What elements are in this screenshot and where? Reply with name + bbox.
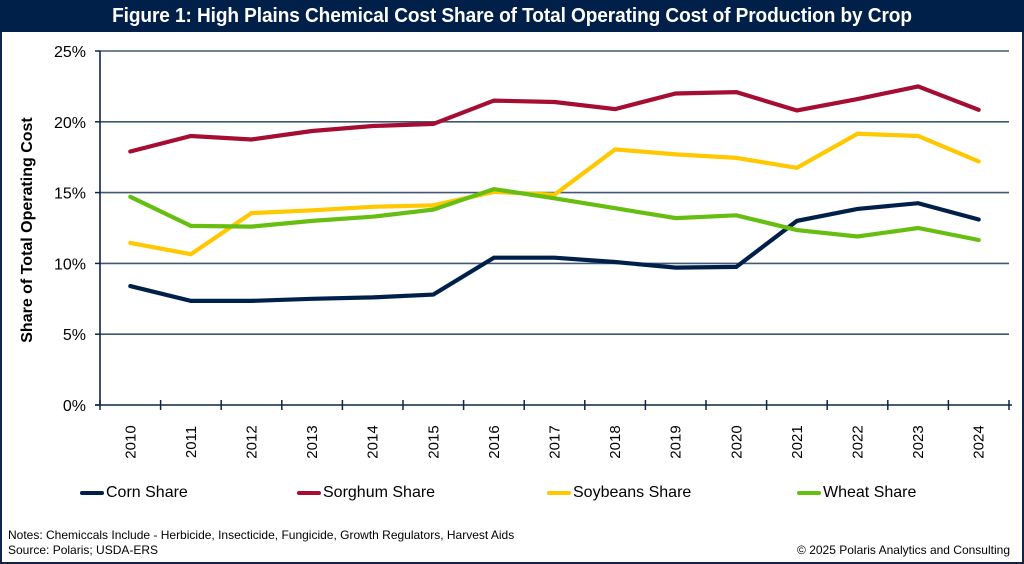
legend-label-wheat: Wheat Share (823, 484, 917, 501)
y-tick-label: 0% (63, 398, 86, 415)
chart-title: Figure 1: High Plains Chemical Cost Shar… (112, 4, 912, 27)
chart-notes: Notes: Chemiccals Include - Herbicide, I… (8, 528, 514, 558)
legend-swatch-soybeans (547, 491, 571, 495)
x-tick-label: 2020 (728, 425, 745, 458)
y-tick-label: 5% (63, 327, 86, 344)
legend-swatch-wheat (797, 491, 821, 495)
x-tick-labels: 2010 2011 2012 2013 2014 2015 2016 2017 2018 2019… (122, 425, 987, 458)
y-tick-label: 15% (54, 186, 86, 203)
x-tick-label: 2010 (122, 425, 139, 458)
legend-label-corn: Corn Share (106, 484, 188, 501)
y-tick-label: 10% (54, 256, 86, 273)
legend-item-sorghum: Sorghum Share (297, 484, 435, 502)
chart-title-bar: Figure 1: High Plains Chemical Cost Shar… (0, 0, 1024, 32)
x-tick-label: 2014 (365, 425, 382, 458)
x-tick-label: 2019 (668, 425, 685, 458)
x-tick-label: 2022 (850, 425, 867, 458)
notes-line: Notes: Chemiccals Include - Herbicide, I… (8, 528, 515, 542)
x-tick-label: 2016 (486, 425, 503, 458)
series-line-soybeans-share (128, 131, 981, 257)
legend-swatch-corn (80, 491, 104, 495)
x-tick-label: 2011 (183, 426, 200, 458)
axes (95, 50, 1012, 410)
x-tick-label: 2015 (425, 425, 442, 458)
legend-label-sorghum: Sorghum Share (323, 484, 436, 501)
legend-item-soybeans: Soybeans Share (547, 484, 691, 502)
y-tick-labels: 0% 5% 10% 15% 20% 25% (54, 44, 86, 415)
legend-swatch-sorghum (297, 491, 321, 495)
x-tick-label: 2012 (244, 425, 261, 458)
copyright: © 2025 Polaris Analytics and Consulting (797, 543, 1010, 557)
series-line-sorghum-share (128, 84, 981, 154)
series-lines (128, 84, 981, 303)
x-tick-label: 2013 (304, 425, 321, 458)
legend-item-corn: Corn Share (80, 484, 188, 502)
series-line-corn-share (128, 201, 981, 303)
y-axis-title: Share of Total Operating Cost (19, 117, 36, 343)
gridlines (100, 50, 1009, 336)
series-line-wheat-share (128, 186, 981, 243)
y-tick-label: 20% (54, 115, 86, 132)
source-line: Source: Polaris; USDA-ERS (8, 543, 159, 557)
legend-label-soybeans: Soybeans Share (573, 484, 692, 501)
x-tick-label: 2017 (547, 425, 564, 458)
x-tick-label: 2021 (789, 425, 806, 458)
x-tick-label: 2018 (607, 425, 624, 458)
legend: Corn Share Sorghum Share Soybeans Share … (0, 484, 1024, 504)
x-tick-label: 2024 (971, 425, 988, 458)
legend-item-wheat: Wheat Share (797, 484, 916, 502)
x-tick-label: 2023 (910, 425, 927, 458)
y-tick-label: 25% (54, 44, 86, 61)
